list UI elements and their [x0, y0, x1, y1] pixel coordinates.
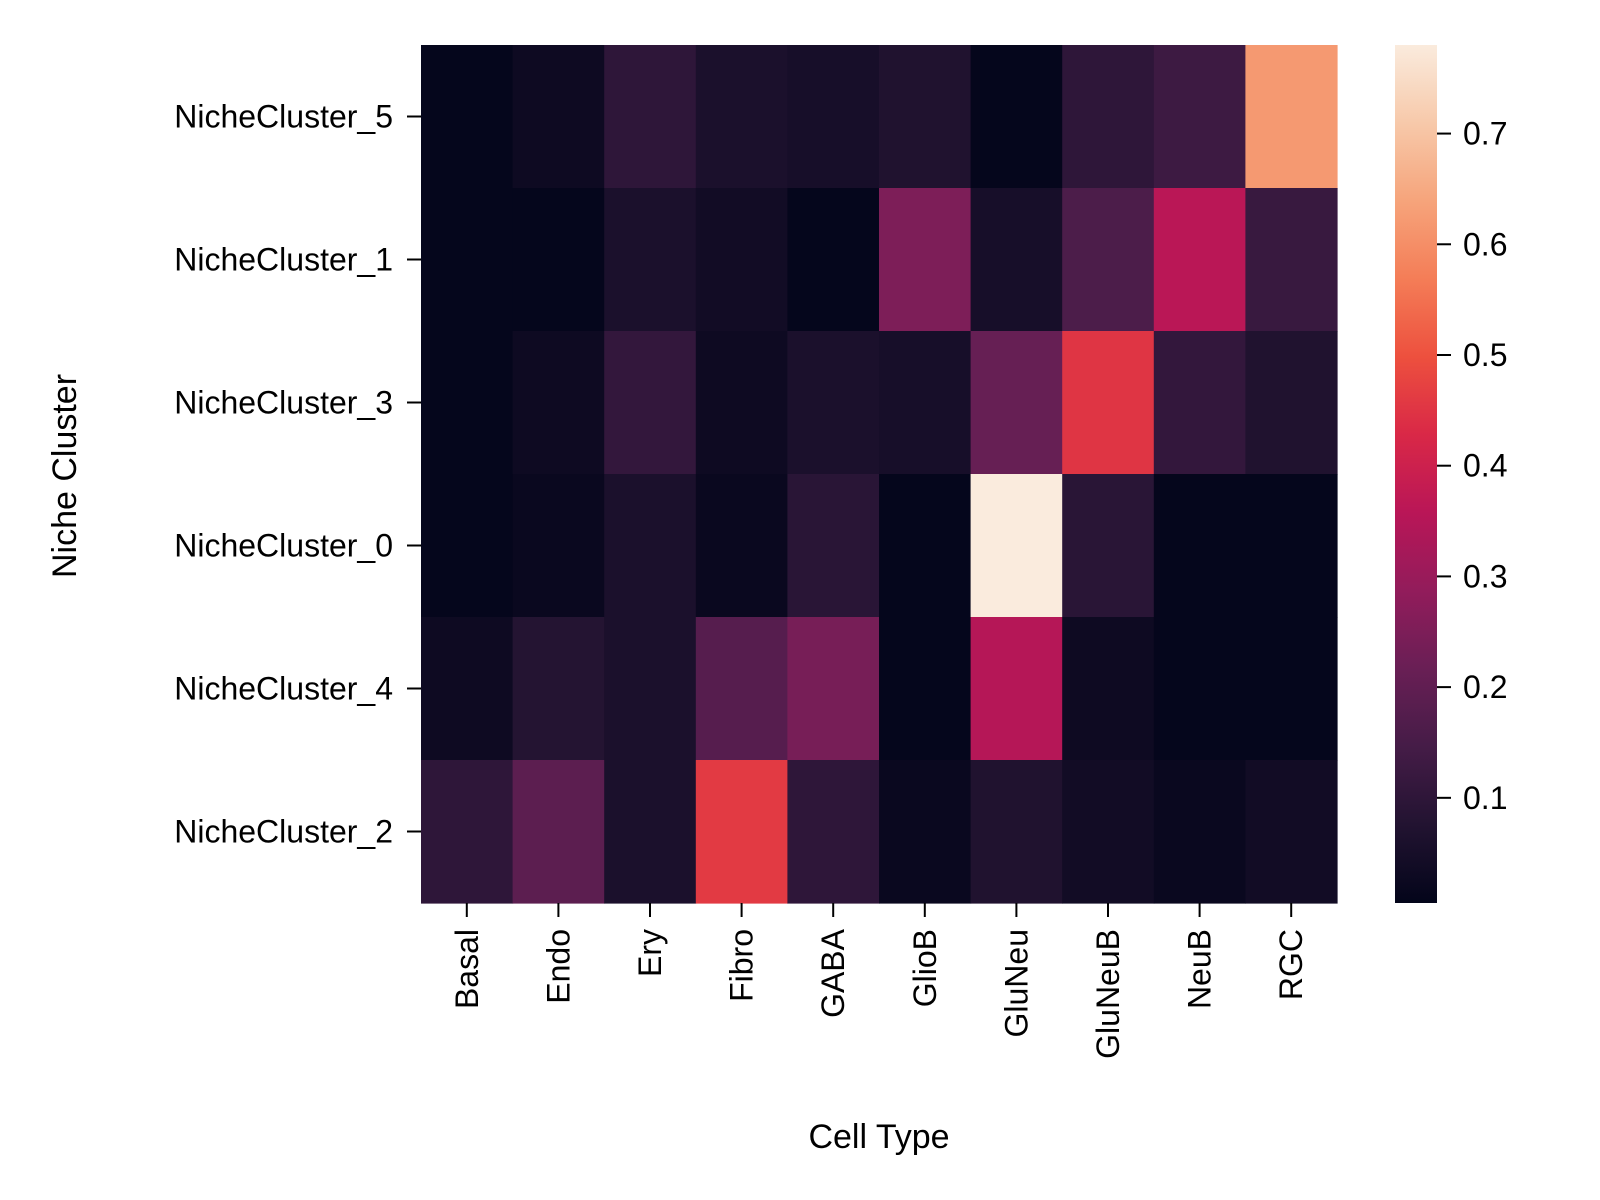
heatmap-cell: [1153, 45, 1246, 189]
heatmap-cell: [421, 331, 514, 475]
heatmap-cell: [970, 760, 1063, 904]
x-tick-label: Fibro: [724, 929, 760, 1002]
y-axis-title: Niche Cluster: [46, 374, 84, 578]
x-axis-title: Cell Type: [808, 1118, 949, 1156]
x-tick-label: Ery: [632, 929, 668, 977]
heatmap-cell: [512, 45, 605, 189]
heatmap-cell: [421, 617, 514, 761]
heatmap-cell: [695, 617, 788, 761]
heatmap-cell: [970, 474, 1063, 618]
heatmap-cell: [879, 45, 972, 189]
heatmap-cell: [787, 188, 880, 332]
heatmap-cell: [604, 331, 697, 475]
heatmap-cell: [970, 617, 1063, 761]
heatmap-cell: [1153, 188, 1246, 332]
heatmap-cell: [1153, 331, 1246, 475]
heatmap-cell: [879, 331, 972, 475]
heatmap-cell: [421, 760, 514, 904]
y-tick-label: NicheCluster_0: [174, 528, 393, 564]
heatmap-cell: [1153, 474, 1246, 618]
y-tick-label: NicheCluster_5: [174, 99, 393, 135]
heatmap-cell: [1062, 331, 1155, 475]
heatmap-cell: [1245, 474, 1338, 618]
x-axis: Basal Endo Ery Fibro GABA GlioB GluNeu GluNeuB N…: [449, 903, 1309, 1059]
y-tick-label: NicheCluster_2: [174, 814, 393, 850]
heatmap-cell: [1153, 617, 1246, 761]
colorbar-tick-label: 0.2: [1463, 669, 1507, 705]
colorbar-tick-label: 0.5: [1463, 337, 1507, 373]
heatmap-cell: [695, 474, 788, 618]
colorbar-tick-label: 0.4: [1463, 448, 1507, 484]
colorbar-tick-label: 0.6: [1463, 226, 1507, 262]
heatmap-cell: [512, 760, 605, 904]
heatmap-cell: [787, 45, 880, 189]
heatmap-cell: [879, 760, 972, 904]
heatmap-cell: [512, 188, 605, 332]
heatmap-cell: [604, 760, 697, 904]
heatmap-cell: [421, 474, 514, 618]
heatmap-cell: [970, 331, 1063, 475]
heatmap-cell: [1062, 617, 1155, 761]
heatmap-cell: [1245, 188, 1338, 332]
heatmap-cell: [512, 617, 605, 761]
heatmap-cell: [421, 188, 514, 332]
colorbar: [1395, 45, 1437, 903]
heatmap-cell: [695, 188, 788, 332]
heatmap-cell: [604, 617, 697, 761]
x-tick-label: GlioB: [907, 929, 943, 1007]
heatmap-cell: [695, 760, 788, 904]
heatmap-cell: [695, 45, 788, 189]
heatmap-cell: [787, 474, 880, 618]
heatmap-cell: [1245, 331, 1338, 475]
x-tick-label: RGC: [1273, 929, 1309, 1000]
x-tick-label: GluNeuB: [1090, 929, 1126, 1059]
heatmap-cell: [787, 331, 880, 475]
x-tick-label: Basal: [449, 929, 485, 1009]
heatmap-cells: [421, 45, 1338, 904]
heatmap-cell: [1153, 760, 1246, 904]
y-tick-label: NicheCluster_4: [174, 671, 393, 707]
heatmap-cell: [1062, 188, 1155, 332]
colorbar-tick-label: 0.1: [1463, 780, 1507, 816]
x-tick-label: NeuB: [1182, 929, 1218, 1009]
heatmap-cell: [421, 45, 514, 189]
heatmap-cell: [512, 474, 605, 618]
x-tick-label: Endo: [540, 929, 576, 1004]
heatmap-cell: [970, 188, 1063, 332]
heatmap-cell: [879, 617, 972, 761]
heatmap-cell: [512, 331, 605, 475]
x-tick-label: GABA: [815, 928, 851, 1018]
heatmap-cell: [1245, 760, 1338, 904]
heatmap-cell: [879, 188, 972, 332]
colorbar-tick-label: 0.7: [1463, 116, 1507, 152]
heatmap-cell: [1062, 45, 1155, 189]
heatmap-cell: [970, 45, 1063, 189]
heatmap-cell: [604, 45, 697, 189]
colorbar-tick-label: 0.3: [1463, 558, 1507, 594]
heatmap-cell: [1062, 760, 1155, 904]
heatmap-cell: [1245, 45, 1338, 189]
heatmap-cell: [695, 331, 788, 475]
x-tick-label: GluNeu: [998, 929, 1034, 1038]
y-tick-label: NicheCluster_1: [174, 242, 393, 278]
heatmap-cell: [879, 474, 972, 618]
heatmap-cell: [604, 474, 697, 618]
heatmap-cell: [787, 617, 880, 761]
heatmap-cell: [1062, 474, 1155, 618]
heatmap-cell: [1245, 617, 1338, 761]
colorbar-ticks: 0.1 0.2 0.3 0.4 0.5 0.6 0.7: [1437, 116, 1507, 816]
heatmap-cell: [604, 188, 697, 332]
heatmap-cell: [787, 760, 880, 904]
y-axis: NicheCluster_5 NicheCluster_1 NicheCluster…: [174, 99, 421, 850]
y-tick-label: NicheCluster_3: [174, 385, 393, 421]
